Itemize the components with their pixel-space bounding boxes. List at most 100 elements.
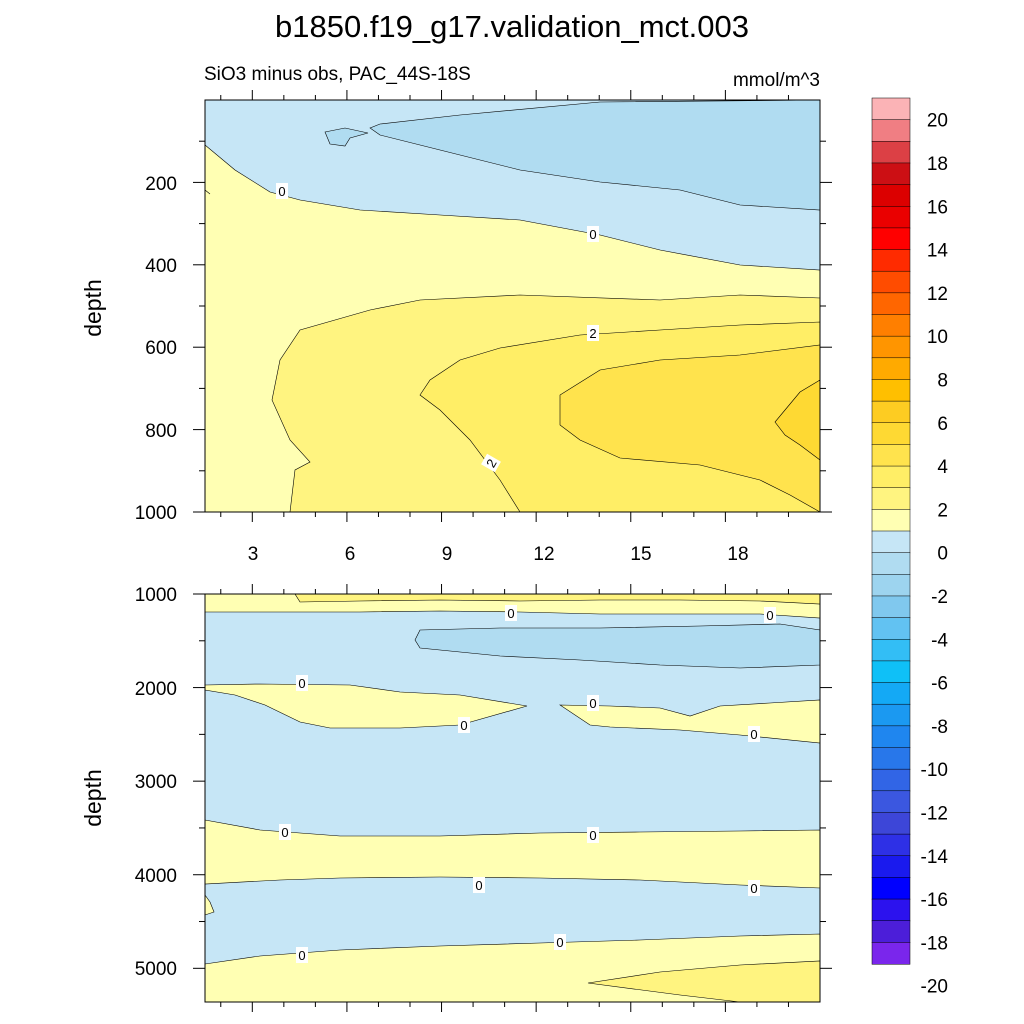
colorbar-swatch [871, 898, 911, 922]
colorbar-label: -2 [931, 587, 948, 608]
colorbar-label: 20 [927, 111, 948, 132]
bottom-ylabel: depth [80, 769, 106, 827]
colorbar-swatch [871, 270, 911, 294]
colorbar-label: 12 [927, 284, 948, 305]
colorbar-label: -12 [921, 803, 948, 824]
colorbar-label: -4 [931, 630, 948, 651]
bottom-contour-labels: 0 0 0 0 0 0 0 0 0 0 0 0 [279, 605, 776, 963]
bottom-y-tick-labels: 1000 2000 3000 4000 5000 [135, 585, 177, 980]
top-y-tick-label: 400 [145, 256, 177, 277]
bottom-band-pos-2000 [204, 683, 528, 729]
chart-title: b1850.f19_g17.validation_mct.003 [275, 9, 749, 44]
colorbar-swatch [871, 768, 911, 792]
bottom-plot-frame [204, 593, 821, 1003]
colorbar-swatch [871, 790, 911, 813]
top-x-tick-label: 12 [533, 544, 554, 565]
top-band-8to10 [774, 379, 821, 461]
colorbar-swatch [871, 855, 911, 878]
colorbar-label: -18 [921, 933, 948, 954]
bottom-contour-label: 0 [281, 825, 288, 840]
colorbar-swatch [871, 97, 911, 121]
top-contour-label: 0 [589, 227, 596, 242]
bottom-y-tick-label: 5000 [135, 959, 177, 980]
colorbar-swatch [871, 509, 911, 532]
colorbar-label: 0 [937, 544, 948, 565]
colorbar-label: 4 [937, 457, 948, 478]
bottom-contour-label: 0 [750, 881, 757, 896]
bottom-y-tick-label: 2000 [135, 679, 177, 700]
colorbar-swatch [871, 400, 911, 424]
colorbar-swatch [871, 682, 911, 705]
top-x-tick-label: 15 [630, 544, 651, 565]
bottom-y-tick-label: 3000 [135, 772, 177, 793]
colorbar-label: 8 [937, 370, 948, 391]
bottom-contour-label: 0 [460, 718, 467, 733]
top-blob-minus2 [324, 127, 369, 147]
bottom-band-minus2 [414, 623, 821, 669]
colorbar-label: 18 [927, 154, 948, 175]
colorbar-swatch [871, 725, 911, 749]
colorbar-swatch [871, 249, 911, 272]
colorbar-label: 10 [927, 327, 948, 348]
colorbar-swatch [871, 465, 911, 489]
colorbar-label: 2 [937, 500, 948, 521]
colorbar-swatch [871, 833, 911, 857]
bottom-contour-label: 0 [298, 948, 305, 963]
bottom-y-tick-label: 1000 [135, 585, 177, 606]
colorbar-swatch [871, 444, 911, 467]
colorbar-label: -10 [921, 760, 948, 781]
colorbar-swatch [871, 119, 911, 142]
colorbar-label: 16 [927, 197, 948, 218]
colorbar-swatch [871, 595, 911, 619]
top-x-tick-label: 9 [442, 544, 453, 565]
top-x-tick-label: 3 [248, 544, 259, 565]
colorbar-swatch [871, 530, 911, 554]
bottom-contour-label: 0 [589, 696, 596, 711]
colorbar-label: -14 [921, 847, 949, 868]
colorbar-swatch [871, 335, 911, 359]
colorbar [871, 97, 911, 965]
top-ylabel: depth [80, 279, 106, 337]
bottom-contour-label: 0 [589, 828, 596, 843]
colorbar-swatch [871, 162, 911, 186]
bottom-contour-label: 0 [556, 935, 563, 950]
top-x-tick-label: 18 [727, 544, 748, 565]
colorbar-swatch [871, 552, 911, 575]
bottom-plot-fills [204, 593, 821, 1003]
top-y-tick-labels: 200 400 600 800 1000 [135, 174, 177, 524]
colorbar-swatch [871, 574, 911, 597]
colorbar-label: -6 [931, 674, 948, 695]
colorbar-swatch [871, 422, 911, 445]
bottom-panel: depth 0 0 0 0 0 0 0 [80, 584, 832, 1012]
colorbar-swatch [871, 877, 911, 900]
top-x-tick-labels: 3 6 9 12 15 18 [248, 544, 749, 565]
bottom-contour-label: 0 [750, 727, 757, 742]
colorbar-swatch [871, 487, 911, 510]
top-y-tick-label: 600 [145, 338, 177, 359]
colorbar-swatch [871, 292, 911, 316]
top-x-tick-label: 6 [345, 544, 356, 565]
colorbar-swatch [871, 206, 911, 229]
colorbar-swatch [871, 379, 911, 402]
top-contour-label: 2 [589, 326, 596, 341]
colorbar-label: -16 [921, 890, 948, 911]
top-y-tick-label: 200 [145, 174, 177, 195]
colorbar-swatch [871, 227, 911, 251]
top-subtitle-left: SiO3 minus obs, PAC_44S-18S [204, 64, 471, 85]
top-panel: SiO3 minus obs, PAC_44S-18S mmol/m^3 dep… [80, 64, 832, 565]
bottom-y-tick-label: 4000 [135, 866, 177, 887]
top-band-minus2 [369, 99, 821, 211]
colorbar-swatch [871, 184, 911, 207]
top-y-tick-label: 1000 [135, 503, 177, 524]
bottom-axis-ticks [193, 584, 832, 1012]
colorbar-label: -8 [931, 717, 948, 738]
colorbar-swatch [871, 812, 911, 835]
colorbar-label: 14 [927, 241, 949, 262]
colorbar-swatch [871, 314, 911, 337]
bottom-contour-label: 0 [298, 676, 305, 691]
top-contour-labels: 0 0 2 2 [276, 183, 599, 473]
bottom-contour-label: 0 [475, 878, 482, 893]
colorbar-label: 6 [937, 414, 948, 435]
top-subtitle-right: mmol/m^3 [733, 70, 820, 91]
